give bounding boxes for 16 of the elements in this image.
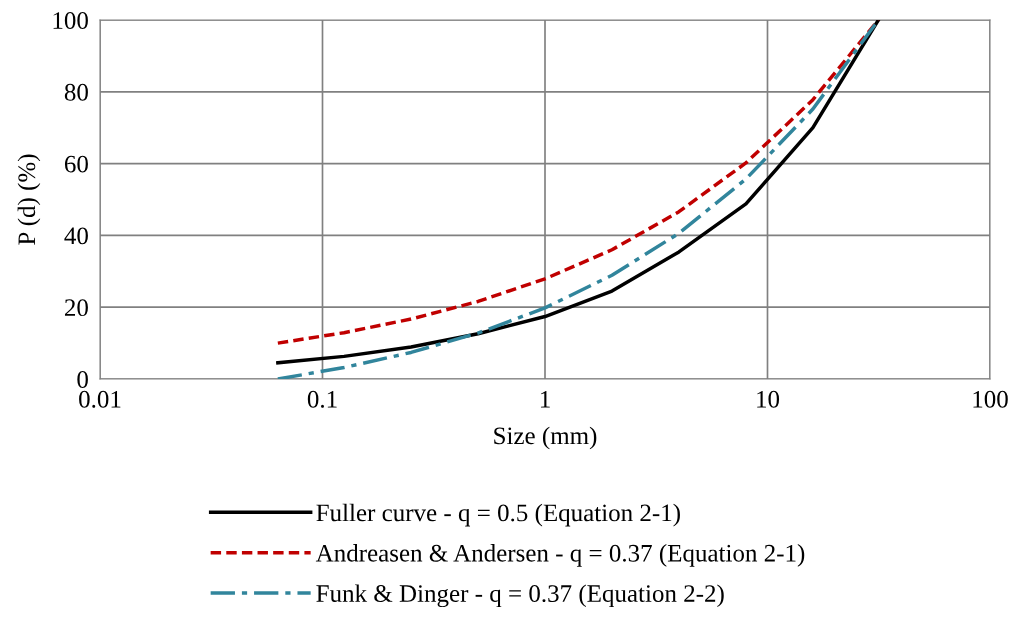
x-tick-label: 1 xyxy=(540,390,550,408)
legend-label: Fuller curve - q = 0.5 (Equation 2-1) xyxy=(316,503,680,527)
y-axis-title: P (d) (%) xyxy=(17,154,41,245)
y-tick-label: 100 xyxy=(53,12,88,29)
x-tick-label: 0.01 xyxy=(79,390,121,408)
x-tick-label: 0.1 xyxy=(307,390,337,408)
legend-label: Funk & Dinger - q = 0.37 (Equation 2-2) xyxy=(316,584,724,608)
legend-label: Andreasen & Andersen - q = 0.37 (Equation 2-1) xyxy=(315,544,805,567)
y-tick-label: 80 xyxy=(64,83,88,101)
x-tick-label: 10 xyxy=(757,390,780,408)
y-tick-label: 40 xyxy=(64,227,88,245)
x-axis-title: Size (mm) xyxy=(494,426,597,450)
y-tick-label: 60 xyxy=(64,155,88,173)
y-tick-label: 20 xyxy=(64,299,88,317)
x-tick-label: 100 xyxy=(973,390,1008,408)
y-tick-label: 0 xyxy=(77,371,88,388)
